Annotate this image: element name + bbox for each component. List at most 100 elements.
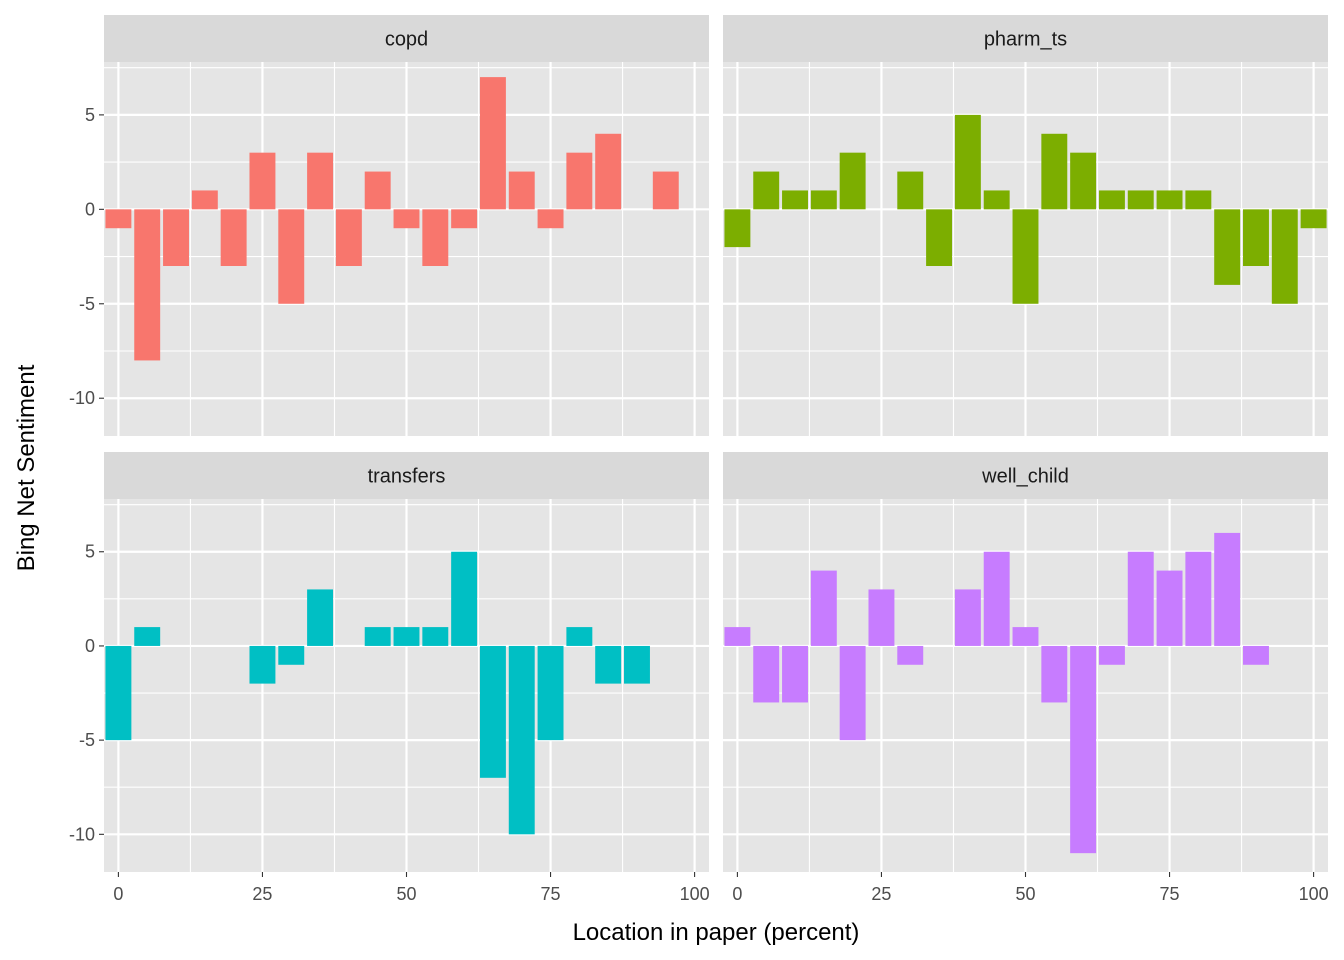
bar-transfers: [278, 645, 305, 665]
x-tick-label: 75: [1160, 884, 1180, 904]
bar-pharm-ts: [1041, 133, 1068, 210]
bar-copd: [652, 171, 679, 210]
bar-copd: [220, 209, 247, 266]
bar-pharm-ts: [1070, 152, 1097, 210]
y-tick-label: 0: [85, 199, 95, 219]
bar-copd: [105, 209, 132, 229]
bar-pharm-ts: [1156, 190, 1183, 210]
x-tick-label: 100: [680, 884, 710, 904]
bar-pharm-ts: [753, 171, 780, 210]
bar-well-child: [839, 645, 866, 741]
x-tick-label: 25: [871, 884, 891, 904]
bar-transfers: [393, 627, 420, 646]
bar-copd: [163, 209, 189, 266]
bar-well-child: [1243, 645, 1269, 665]
bar-transfers: [508, 645, 535, 835]
bar-well-child: [1098, 645, 1125, 665]
y-tick-label: -10: [69, 824, 95, 844]
bar-copd: [134, 209, 161, 361]
bar-transfers: [479, 645, 506, 778]
bar-copd: [479, 77, 506, 210]
bar-well-child: [954, 589, 981, 646]
bar-pharm-ts: [810, 190, 837, 210]
bar-well-child: [897, 645, 924, 665]
bar-pharm-ts: [1271, 209, 1298, 304]
bar-copd: [422, 209, 449, 266]
bar-transfers: [105, 645, 132, 741]
bar-pharm-ts: [897, 171, 924, 210]
x-tick-label: 100: [1299, 884, 1329, 904]
facet-strip: [104, 15, 709, 62]
bar-transfers: [451, 551, 478, 646]
facet-strip-label: copd: [385, 29, 428, 51]
bar-pharm-ts: [983, 190, 1010, 210]
x-tick-label: 50: [396, 884, 416, 904]
bar-well-child: [724, 627, 751, 646]
bar-copd: [249, 152, 276, 210]
bar-pharm-ts: [1127, 190, 1154, 210]
bar-transfers: [595, 645, 622, 684]
bar-transfers: [566, 627, 593, 646]
facet-pharm-ts: pharm_ts: [723, 15, 1328, 436]
x-tick-label: 0: [732, 884, 742, 904]
facet-strip-label: well_child: [981, 466, 1069, 488]
bar-well-child: [753, 645, 780, 703]
facet-strip: [723, 15, 1328, 62]
bar-pharm-ts: [1243, 209, 1269, 266]
bar-well-child: [1127, 551, 1154, 646]
y-tick-label: 5: [85, 542, 95, 562]
y-tick-label: -5: [79, 294, 95, 314]
facet-strip-label: transfers: [368, 466, 446, 488]
facet-copd: copd -10 -5 0 5: [69, 15, 709, 436]
x-tick-label: 50: [1015, 884, 1035, 904]
bar-copd: [393, 209, 420, 229]
y-axis-title: Bing Net Sentiment: [13, 364, 40, 571]
y-tick-label: -10: [69, 388, 95, 408]
bar-copd: [537, 209, 564, 229]
bar-pharm-ts: [782, 190, 808, 210]
bar-copd: [278, 209, 305, 304]
bar-well-child: [1012, 627, 1039, 646]
bar-copd: [307, 152, 334, 210]
bar-copd: [191, 190, 218, 210]
bar-transfers: [364, 627, 391, 646]
facet-strip-label: pharm_ts: [984, 29, 1067, 51]
bar-pharm-ts: [926, 209, 953, 266]
bar-pharm-ts: [1098, 190, 1125, 210]
bar-pharm-ts: [839, 152, 866, 210]
bar-copd: [364, 171, 391, 210]
bar-transfers: [422, 627, 449, 646]
bar-well-child: [983, 551, 1010, 646]
bar-pharm-ts: [724, 209, 751, 248]
bar-transfers: [624, 645, 650, 684]
bar-pharm-ts: [1300, 209, 1327, 229]
bar-transfers: [537, 645, 564, 741]
bar-transfers: [307, 589, 334, 646]
x-tick-label: 0: [113, 884, 123, 904]
bar-pharm-ts: [1214, 209, 1241, 285]
bar-well-child: [810, 570, 837, 646]
bar-well-child: [868, 589, 895, 646]
bar-copd: [595, 133, 622, 210]
bar-pharm-ts: [1185, 190, 1212, 210]
facet-strip: [104, 452, 709, 499]
bar-transfers: [249, 645, 276, 684]
bar-well-child: [782, 645, 808, 703]
y-tick-label: 5: [85, 105, 95, 125]
bar-well-child: [1041, 645, 1068, 703]
bar-well-child: [1070, 645, 1097, 854]
bar-copd: [508, 171, 535, 210]
x-tick-label: 75: [541, 884, 561, 904]
x-axis-title: Location in paper (percent): [573, 919, 860, 946]
bar-copd: [335, 209, 362, 266]
bar-copd: [451, 209, 478, 229]
bar-well-child: [1156, 570, 1183, 646]
bar-well-child: [1185, 551, 1212, 646]
y-tick-label: 0: [85, 636, 95, 656]
facet-strip: [723, 452, 1328, 499]
facet-well-child: well_child 0 25 50 75 100: [723, 452, 1329, 904]
bar-copd: [566, 152, 593, 210]
bar-transfers: [134, 627, 161, 646]
